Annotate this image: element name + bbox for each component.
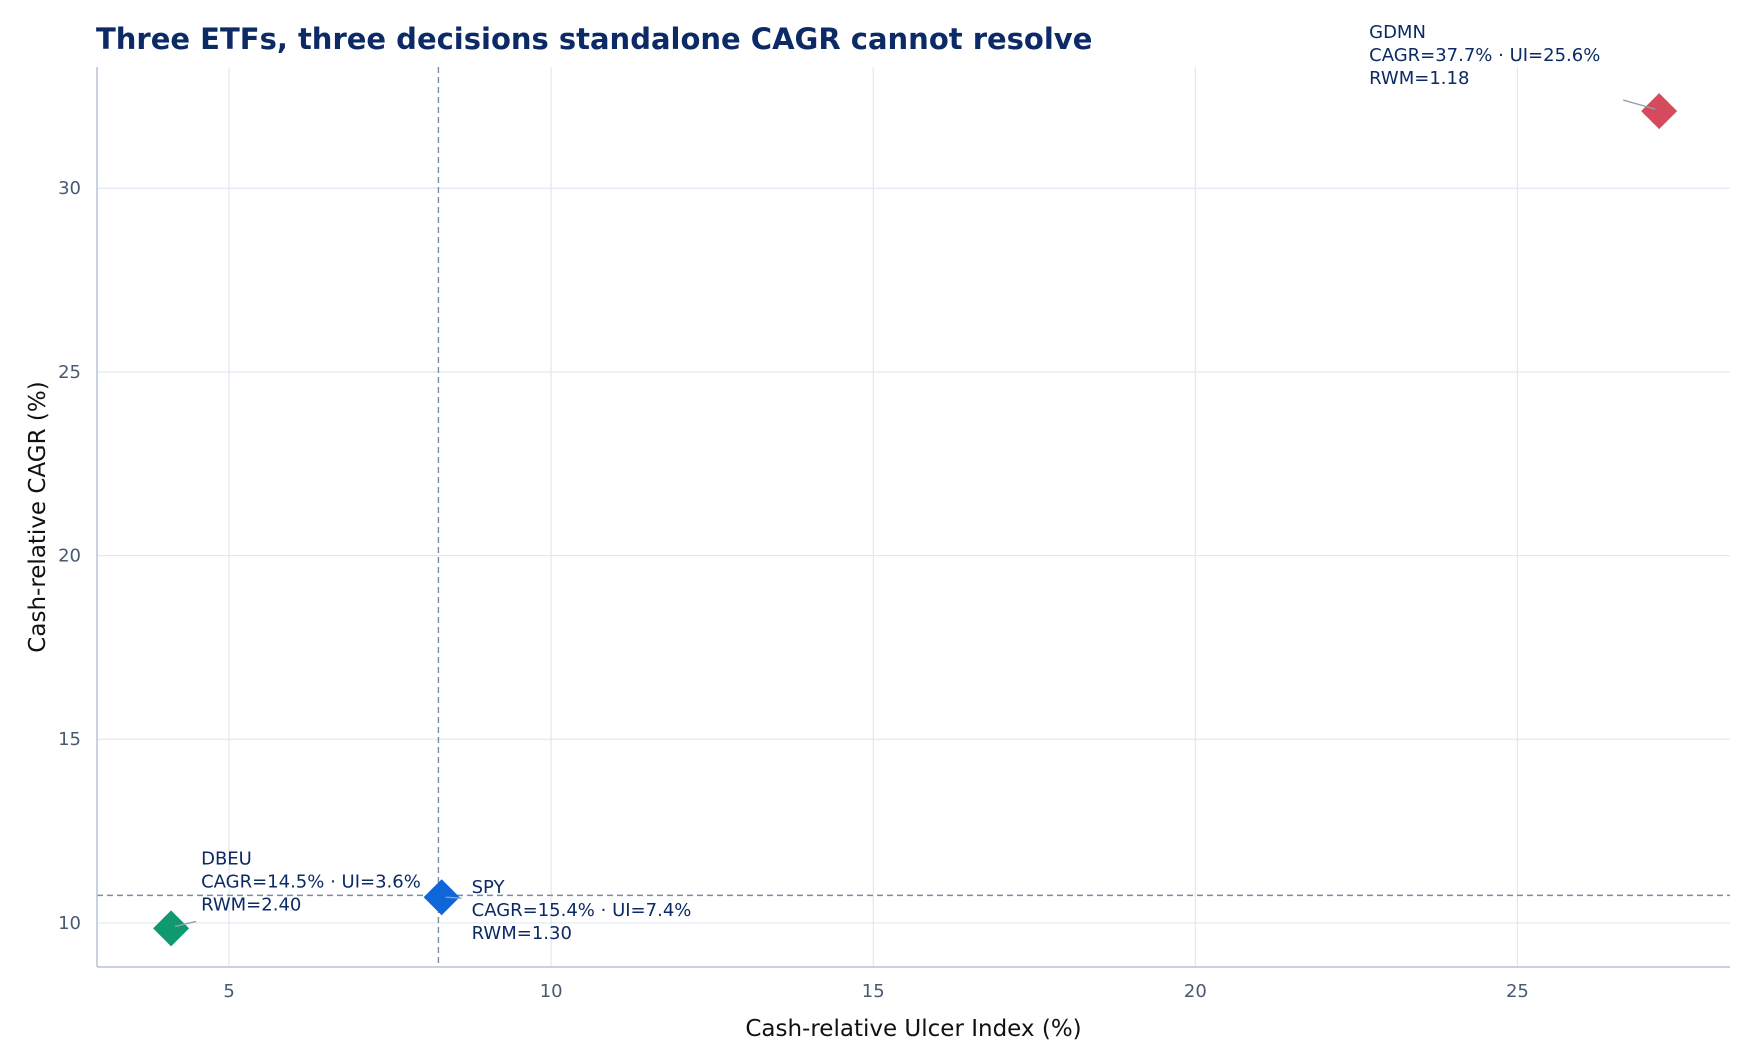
annotation-dbeu: DBEU CAGR=14.5% · UI=3.6% RWM=2.40 [201, 848, 421, 915]
y-tick-label: 25 [58, 362, 81, 383]
grid [97, 67, 1730, 967]
y-tick-labels: 10 15 20 25 30 [58, 178, 81, 934]
y-axis-label: Cash-relative CAGR (%) [25, 381, 51, 652]
x-tick-label: 25 [1506, 981, 1529, 1002]
annotation-connector [174, 920, 197, 928]
chart-title: Three ETFs, three decisions standalone C… [96, 22, 1093, 56]
annotation-line: SPY [472, 877, 506, 898]
x-tick-labels: 5 10 15 20 25 [223, 981, 1529, 1002]
annotation-spy: SPY CAGR=15.4% · UI=7.4% RWM=1.30 [472, 877, 692, 944]
y-tick-label: 30 [58, 178, 81, 199]
annotation-line: RWM=1.18 [1369, 68, 1469, 89]
x-axis-label: Cash-relative Ulcer Index (%) [745, 1016, 1081, 1042]
annotation-connector [1622, 99, 1656, 110]
reference-lines [97, 67, 1730, 967]
axes [96, 67, 1730, 968]
y-tick-label: 10 [58, 913, 81, 934]
y-tick-label: 15 [58, 729, 81, 750]
data-point-gdmn [1641, 93, 1678, 130]
x-tick-label: 5 [223, 981, 234, 1002]
y-tick-label: 20 [58, 546, 81, 567]
annotation-line: RWM=1.30 [472, 923, 572, 944]
annotation-line: CAGR=14.5% · UI=3.6% [201, 871, 421, 892]
annotation-connector [445, 896, 462, 899]
annotation-line: RWM=2.40 [201, 894, 301, 915]
data-point-spy [423, 879, 460, 916]
x-tick-label: 10 [540, 981, 563, 1002]
annotation-line: CAGR=37.7% · UI=25.6% [1369, 45, 1600, 66]
annotation-line: GDMN [1369, 22, 1426, 43]
annotation-line: DBEU [201, 848, 252, 869]
data-point-dbeu [153, 910, 190, 947]
annotation-line: CAGR=15.4% · UI=7.4% [472, 900, 692, 921]
x-tick-label: 20 [1184, 981, 1207, 1002]
data-points [153, 93, 1678, 947]
annotation-gdmn: GDMN CAGR=37.7% · UI=25.6% RWM=1.18 [1369, 22, 1600, 89]
x-tick-label: 15 [862, 981, 885, 1002]
